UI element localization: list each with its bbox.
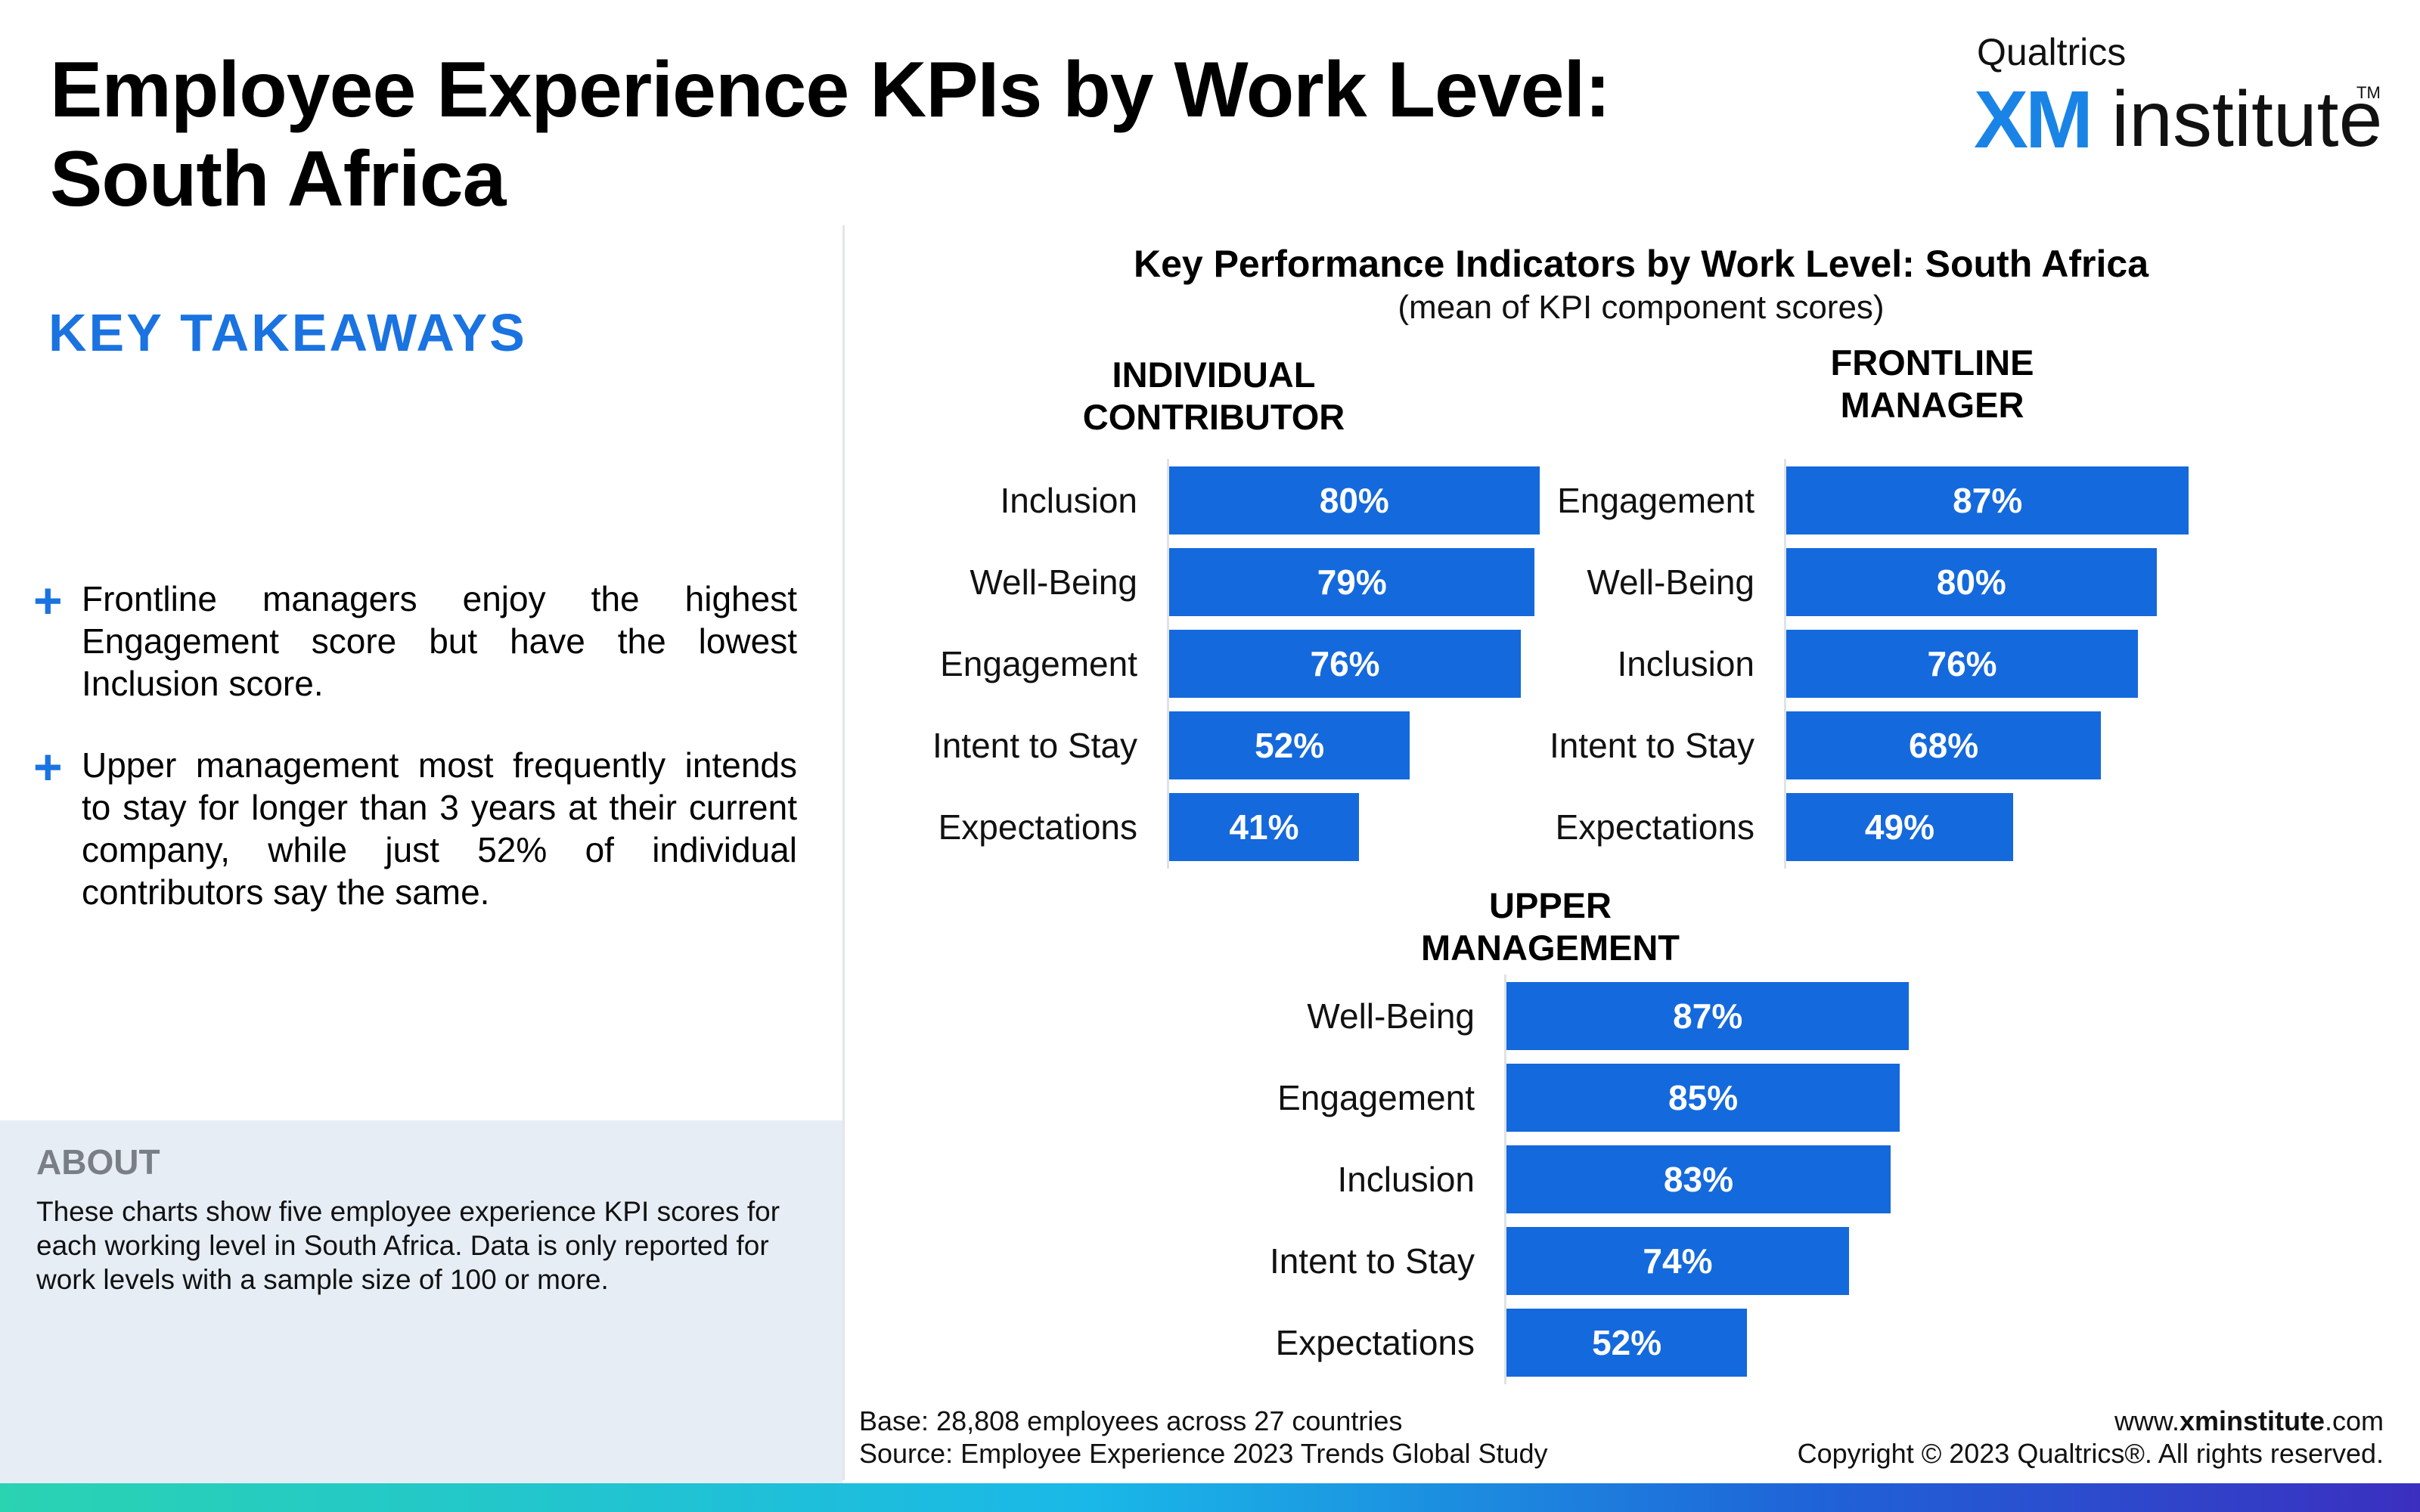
website-link[interactable]: www.xminstitute.com [2114, 1405, 2384, 1436]
bar [1169, 711, 1410, 779]
bar [1786, 630, 2139, 698]
bar-value-label: 87% [1953, 481, 2023, 520]
page-title-line-2: South Africa [50, 135, 506, 223]
category-label: Expectations [1275, 1323, 1475, 1362]
about-title: ABOUT [36, 1142, 160, 1182]
page-title: Employee Experience KPIs by Work Level: … [50, 45, 1789, 224]
plus-icon: + [33, 739, 63, 795]
takeaway-item: + Upper management most frequently inten… [33, 739, 797, 913]
bar-value-label: 80% [1936, 562, 2006, 602]
bar-value-label: 79% [1317, 562, 1387, 602]
panel-title: UPPER MANAGEMENT [1420, 885, 1680, 968]
category-label: Engagement [1557, 481, 1754, 520]
bar [1169, 793, 1359, 861]
category-label: Inclusion [1617, 644, 1754, 683]
bar [1506, 1064, 1900, 1132]
bar-value-label: 68% [1909, 726, 1979, 765]
bar [1506, 1227, 1849, 1295]
panel-title: FRONTLINE MANAGER [1830, 342, 2034, 425]
category-label: Well-Being [970, 562, 1137, 602]
bar-value-label: 85% [1668, 1078, 1739, 1117]
bar [1786, 548, 2157, 616]
category-label: Intent to Stay [932, 726, 1137, 765]
bar [1169, 630, 1522, 698]
base-note: Base: 28,808 employees across 27 countri… [859, 1405, 1403, 1436]
panel-title: INDIVIDUAL CONTRIBUTOR [1082, 355, 1345, 437]
bar-value-label: 49% [1864, 807, 1934, 847]
category-label: Well-Being [1307, 996, 1475, 1036]
key-takeaways-heading: KEY TAKEAWAYS [48, 303, 527, 362]
takeaway-text: Frontline managers enjoy the highest Eng… [82, 579, 797, 703]
about-panel: ABOUT These charts show five employee ex… [0, 1120, 842, 1483]
bar [1786, 711, 2102, 779]
footnote-copyright: www.xminstitute.com Copyright © 2023 Qua… [1798, 1405, 2384, 1470]
bar-value-label: 76% [1927, 644, 1997, 683]
category-label: Intent to Stay [1549, 726, 1754, 765]
category-label: Intent to Stay [1269, 1241, 1475, 1281]
footnote-source: Base: 28,808 employees across 27 countri… [859, 1405, 1548, 1470]
bar-value-label: 74% [1643, 1241, 1713, 1281]
bar-value-label: 41% [1229, 807, 1299, 847]
logo-qualtrics-text: Qualtrics [1977, 31, 2127, 73]
logo-institute-text: institute [2111, 76, 2383, 163]
bar [1786, 793, 2013, 861]
category-label: Engagement [940, 644, 1137, 683]
column-divider [842, 225, 845, 1480]
category-label: Inclusion [1000, 481, 1137, 520]
bar-value-label: 52% [1255, 726, 1325, 765]
bar-value-label: 76% [1310, 644, 1380, 683]
bar-value-label: 83% [1663, 1160, 1734, 1199]
bar [1169, 548, 1535, 616]
category-label: Engagement [1277, 1078, 1475, 1117]
category-label: Expectations [1555, 807, 1754, 847]
panel-axis [1784, 459, 1786, 869]
category-label: Inclusion [1337, 1160, 1475, 1199]
bar [1169, 466, 1540, 534]
logo-xm-text: XM [1974, 73, 2093, 165]
takeaway-item: + Frontline managers enjoy the highest E… [33, 572, 797, 705]
category-label: Expectations [938, 807, 1137, 847]
gradient-footer-bar [0, 1483, 2420, 1512]
bar-value-label: 80% [1319, 481, 1389, 520]
xm-institute-logo: Qualtrics XM institute TM [1951, 29, 2382, 165]
copyright-text: Copyright © 2023 Qualtrics®. All rights … [1797, 1438, 2384, 1469]
bar [1506, 1145, 1891, 1213]
about-text: These charts show five employee experien… [36, 1196, 780, 1295]
chart-subtitle: (mean of KPI component scores) [1398, 289, 1885, 326]
bar [1506, 1309, 1748, 1377]
bar-value-label: 52% [1592, 1323, 1662, 1362]
logo-trademark: TM [2356, 83, 2381, 102]
panel-axis [1167, 459, 1169, 869]
category-label: Well-Being [1587, 562, 1754, 602]
source-note: Source: Employee Experience 2023 Trends … [859, 1438, 1548, 1469]
takeaway-text: Upper management most frequently intends… [82, 745, 797, 912]
bar [1786, 466, 2189, 534]
bar-value-label: 87% [1673, 996, 1743, 1036]
chart-title: Key Performance Indicators by Work Level… [1133, 243, 2149, 285]
page-title-line-1: Employee Experience KPIs by Work Level: [50, 46, 1611, 134]
panel-axis [1504, 974, 1506, 1384]
plus-icon: + [33, 572, 63, 628]
bar [1506, 982, 1910, 1050]
